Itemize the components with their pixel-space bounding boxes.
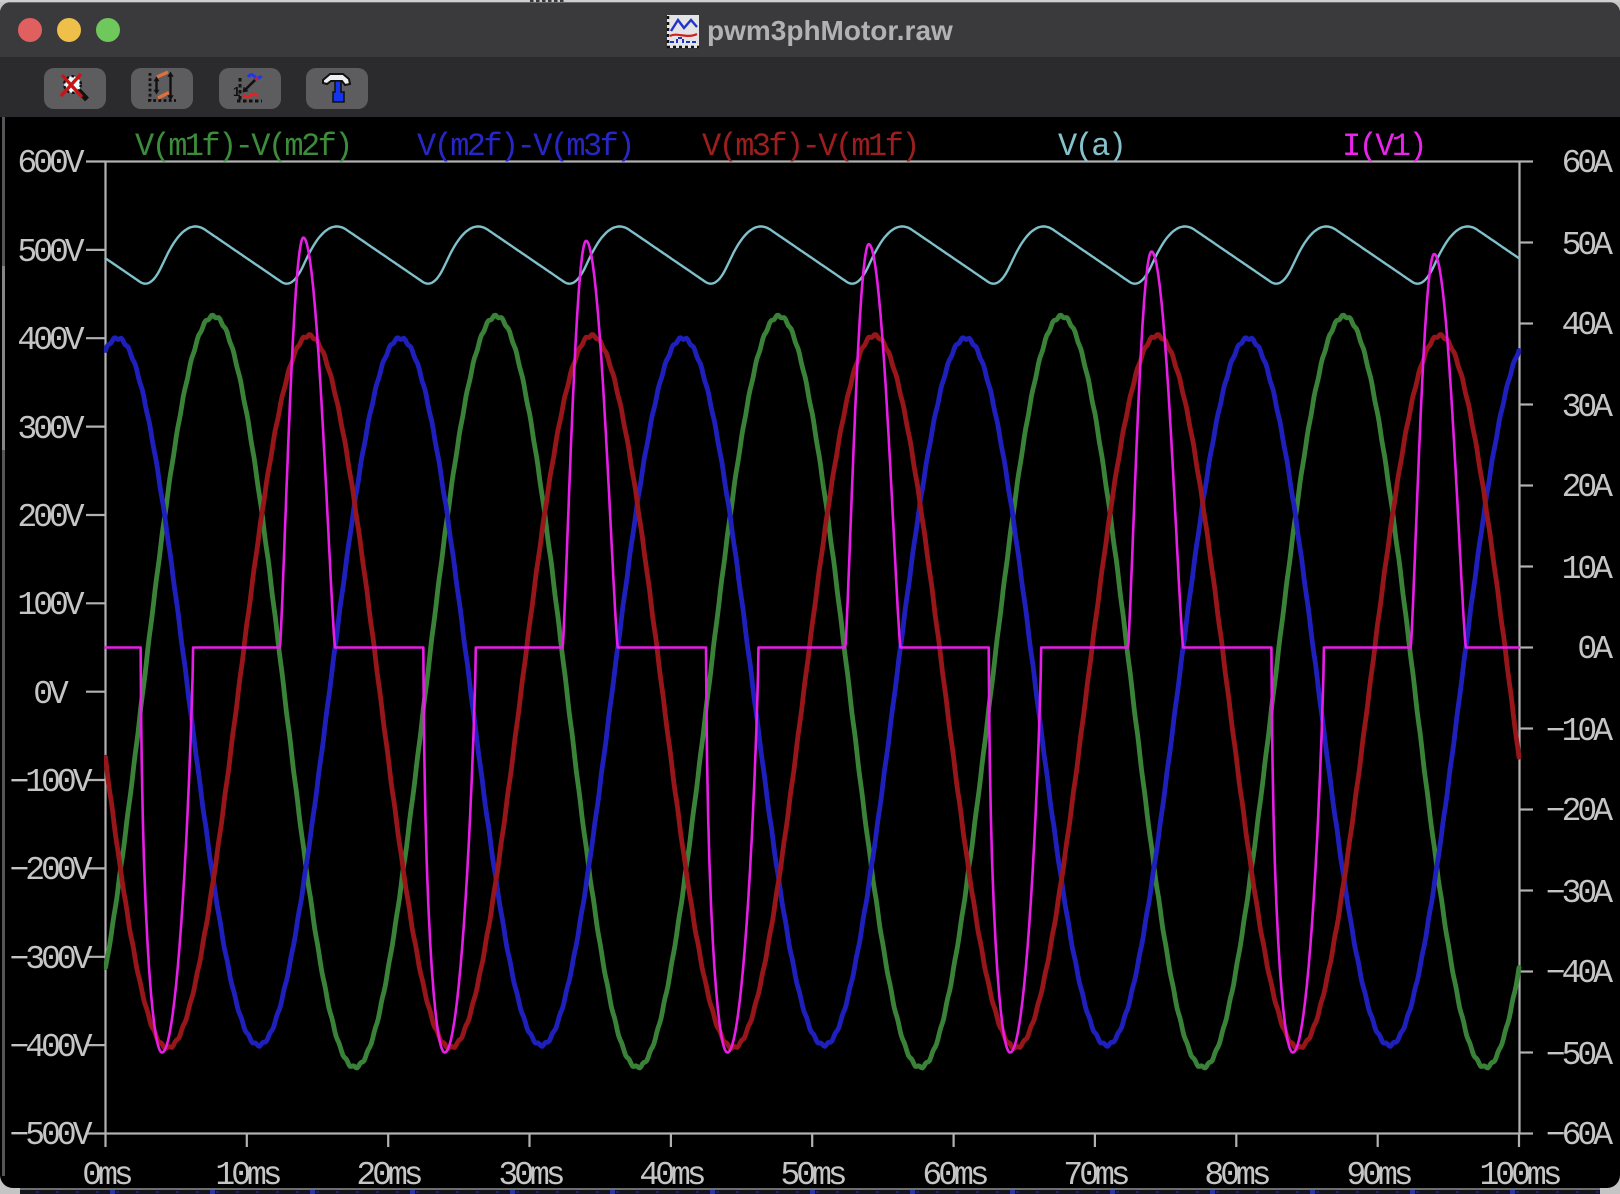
- svg-text:−300V: −300V: [9, 941, 92, 978]
- svg-text:50ms: 50ms: [780, 1157, 845, 1194]
- svg-text:10ms: 10ms: [215, 1157, 280, 1194]
- svg-text:−30A: −30A: [1546, 875, 1613, 912]
- svg-text:20A: 20A: [1562, 469, 1614, 506]
- svg-text:20ms: 20ms: [356, 1157, 421, 1194]
- svg-text:−40A: −40A: [1546, 955, 1613, 992]
- svg-text:80ms: 80ms: [1204, 1157, 1269, 1194]
- svg-text:100V: 100V: [17, 587, 84, 624]
- svg-text:90ms: 90ms: [1346, 1157, 1411, 1194]
- svg-text:30A: 30A: [1562, 389, 1614, 426]
- svg-text:100ms: 100ms: [1479, 1157, 1560, 1194]
- svg-text:−400V: −400V: [9, 1029, 92, 1066]
- svg-text:V(m2f)-V(m3f): V(m2f)-V(m3f): [417, 128, 633, 165]
- svg-text:60ms: 60ms: [922, 1157, 987, 1194]
- svg-text:30ms: 30ms: [498, 1157, 563, 1194]
- svg-text:−500V: −500V: [9, 1117, 92, 1154]
- svg-text:60A: 60A: [1562, 145, 1614, 182]
- svg-text:500V: 500V: [17, 234, 84, 271]
- svg-text:−10A: −10A: [1546, 713, 1613, 750]
- svg-text:300V: 300V: [17, 411, 84, 448]
- svg-text:−100V: −100V: [9, 764, 92, 801]
- svg-text:10A: 10A: [1562, 551, 1614, 588]
- svg-text:−60A: −60A: [1546, 1117, 1613, 1154]
- svg-text:70ms: 70ms: [1063, 1157, 1128, 1194]
- svg-text:V(a): V(a): [1058, 128, 1124, 165]
- svg-text:−50A: −50A: [1546, 1037, 1613, 1074]
- svg-text:0V: 0V: [33, 676, 69, 713]
- svg-text:1: 1: [233, 84, 240, 99]
- svg-text:V(m3f)-V(m1f): V(m3f)-V(m1f): [702, 128, 918, 165]
- svg-text:40A: 40A: [1562, 307, 1614, 344]
- svg-text:0A: 0A: [1577, 631, 1613, 668]
- svg-text:−200V: −200V: [9, 852, 92, 889]
- svg-text:40ms: 40ms: [639, 1157, 704, 1194]
- svg-text:600V: 600V: [17, 145, 84, 182]
- svg-text:200V: 200V: [17, 499, 84, 536]
- svg-text:−20A: −20A: [1546, 793, 1613, 830]
- svg-text:400V: 400V: [17, 322, 84, 359]
- svg-text:I(V1): I(V1): [1342, 128, 1425, 165]
- svg-text:0ms: 0ms: [82, 1157, 132, 1194]
- svg-text:50A: 50A: [1562, 227, 1614, 264]
- svg-text:V(m1f)-V(m2f): V(m1f)-V(m2f): [135, 128, 351, 165]
